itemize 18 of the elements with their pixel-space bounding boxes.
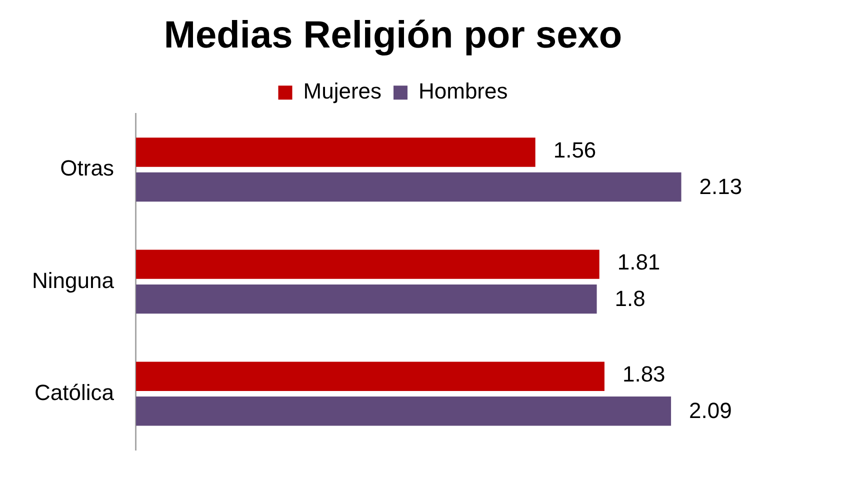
y-tick-label: Católica <box>34 380 115 405</box>
data-label: 1.81 <box>617 249 660 274</box>
data-label: 2.09 <box>689 398 732 424</box>
chart-title: Medias Religión por sexo <box>164 14 622 56</box>
legend-label: Hombres <box>418 78 508 104</box>
y-tick-label: Ninguna <box>32 268 115 293</box>
bar <box>136 138 536 167</box>
bar <box>136 284 597 314</box>
data-label: 1.8 <box>614 286 646 312</box>
data-label: 1.83 <box>622 361 666 386</box>
bar <box>136 396 672 426</box>
data-label: 1.56 <box>553 137 596 162</box>
legend-label: Mujeres <box>303 78 382 104</box>
bar <box>136 250 600 279</box>
y-tick-label: Otras <box>60 156 114 181</box>
data-label: 2.13 <box>699 174 742 200</box>
bar <box>136 362 604 391</box>
bar <box>136 172 682 202</box>
